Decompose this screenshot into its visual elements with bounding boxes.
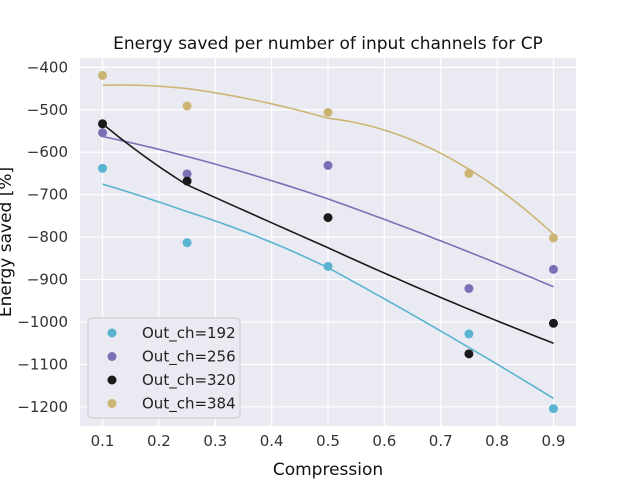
data-point [464, 168, 474, 178]
fit-line-Out_ch=256 [102, 135, 554, 288]
data-point [323, 107, 333, 117]
data-point [464, 349, 474, 359]
y-tick-label: −900 [27, 271, 68, 289]
legend: Out_ch=192 Out_ch=256 Out_ch=320 Out_ch=384 [87, 317, 241, 419]
legend-marker [107, 375, 117, 385]
x-tick-label: 0.4 [260, 432, 284, 450]
legend-box [87, 317, 241, 419]
data-point [182, 238, 192, 248]
y-tick-label: −600 [27, 143, 68, 161]
fit-line-Out_ch=384 [102, 84, 554, 235]
data-point [182, 169, 192, 179]
y-tick-label: −1000 [17, 313, 68, 331]
data-point [548, 404, 558, 414]
data-point [464, 283, 474, 293]
x-tick-label: 0.9 [542, 432, 566, 450]
data-point [548, 233, 558, 243]
data-point [323, 213, 333, 223]
y-axis-label: Energy saved [%] [0, 167, 16, 317]
data-point [323, 160, 333, 170]
data-points [98, 70, 558, 414]
data-point [464, 329, 474, 339]
legend-marker [107, 328, 117, 338]
x-tick-label: 0.8 [485, 432, 509, 450]
x-axis-label: Compression [273, 460, 383, 480]
x-tick-label: 0.2 [147, 432, 171, 450]
data-point [98, 128, 108, 138]
fit-line-Out_ch=320 [102, 123, 554, 344]
legend-marker [107, 352, 117, 361]
x-tick-label: 0.1 [91, 432, 115, 450]
legend-label: Out_ch=320 [142, 371, 236, 390]
legend-label: Out_ch=192 [142, 324, 236, 343]
y-tick-label: −1200 [17, 398, 68, 416]
x-tick-label: 0.6 [372, 432, 396, 450]
data-point [98, 70, 108, 80]
data-point [323, 261, 333, 271]
y-tick-label: −700 [27, 186, 68, 204]
y-tick-label: −800 [27, 228, 68, 246]
y-tick-labels: −400 −500 −600 −700 −800 −900 −1000 −1100 −1200 [17, 58, 68, 416]
chart-title: Energy saved per number of input channel… [113, 34, 543, 54]
data-point [182, 176, 192, 186]
data-point [98, 163, 108, 173]
y-tick-label: −500 [27, 101, 68, 119]
x-tick-label: 0.3 [203, 432, 227, 450]
legend-label: Out_ch=256 [142, 348, 236, 367]
y-tick-label: −400 [27, 58, 68, 76]
data-point [98, 119, 108, 129]
legend-label: Out_ch=384 [142, 395, 236, 414]
data-point [548, 264, 558, 274]
x-tick-labels: 0.1 0.2 0.3 0.4 0.5 0.6 0.7 0.8 0.9 [91, 432, 566, 450]
data-point [182, 101, 192, 111]
legend-marker [107, 399, 117, 408]
x-tick-label: 0.5 [316, 432, 340, 450]
y-tick-label: −1100 [17, 355, 68, 373]
x-tick-label: 0.7 [429, 432, 453, 450]
data-point [548, 318, 558, 328]
